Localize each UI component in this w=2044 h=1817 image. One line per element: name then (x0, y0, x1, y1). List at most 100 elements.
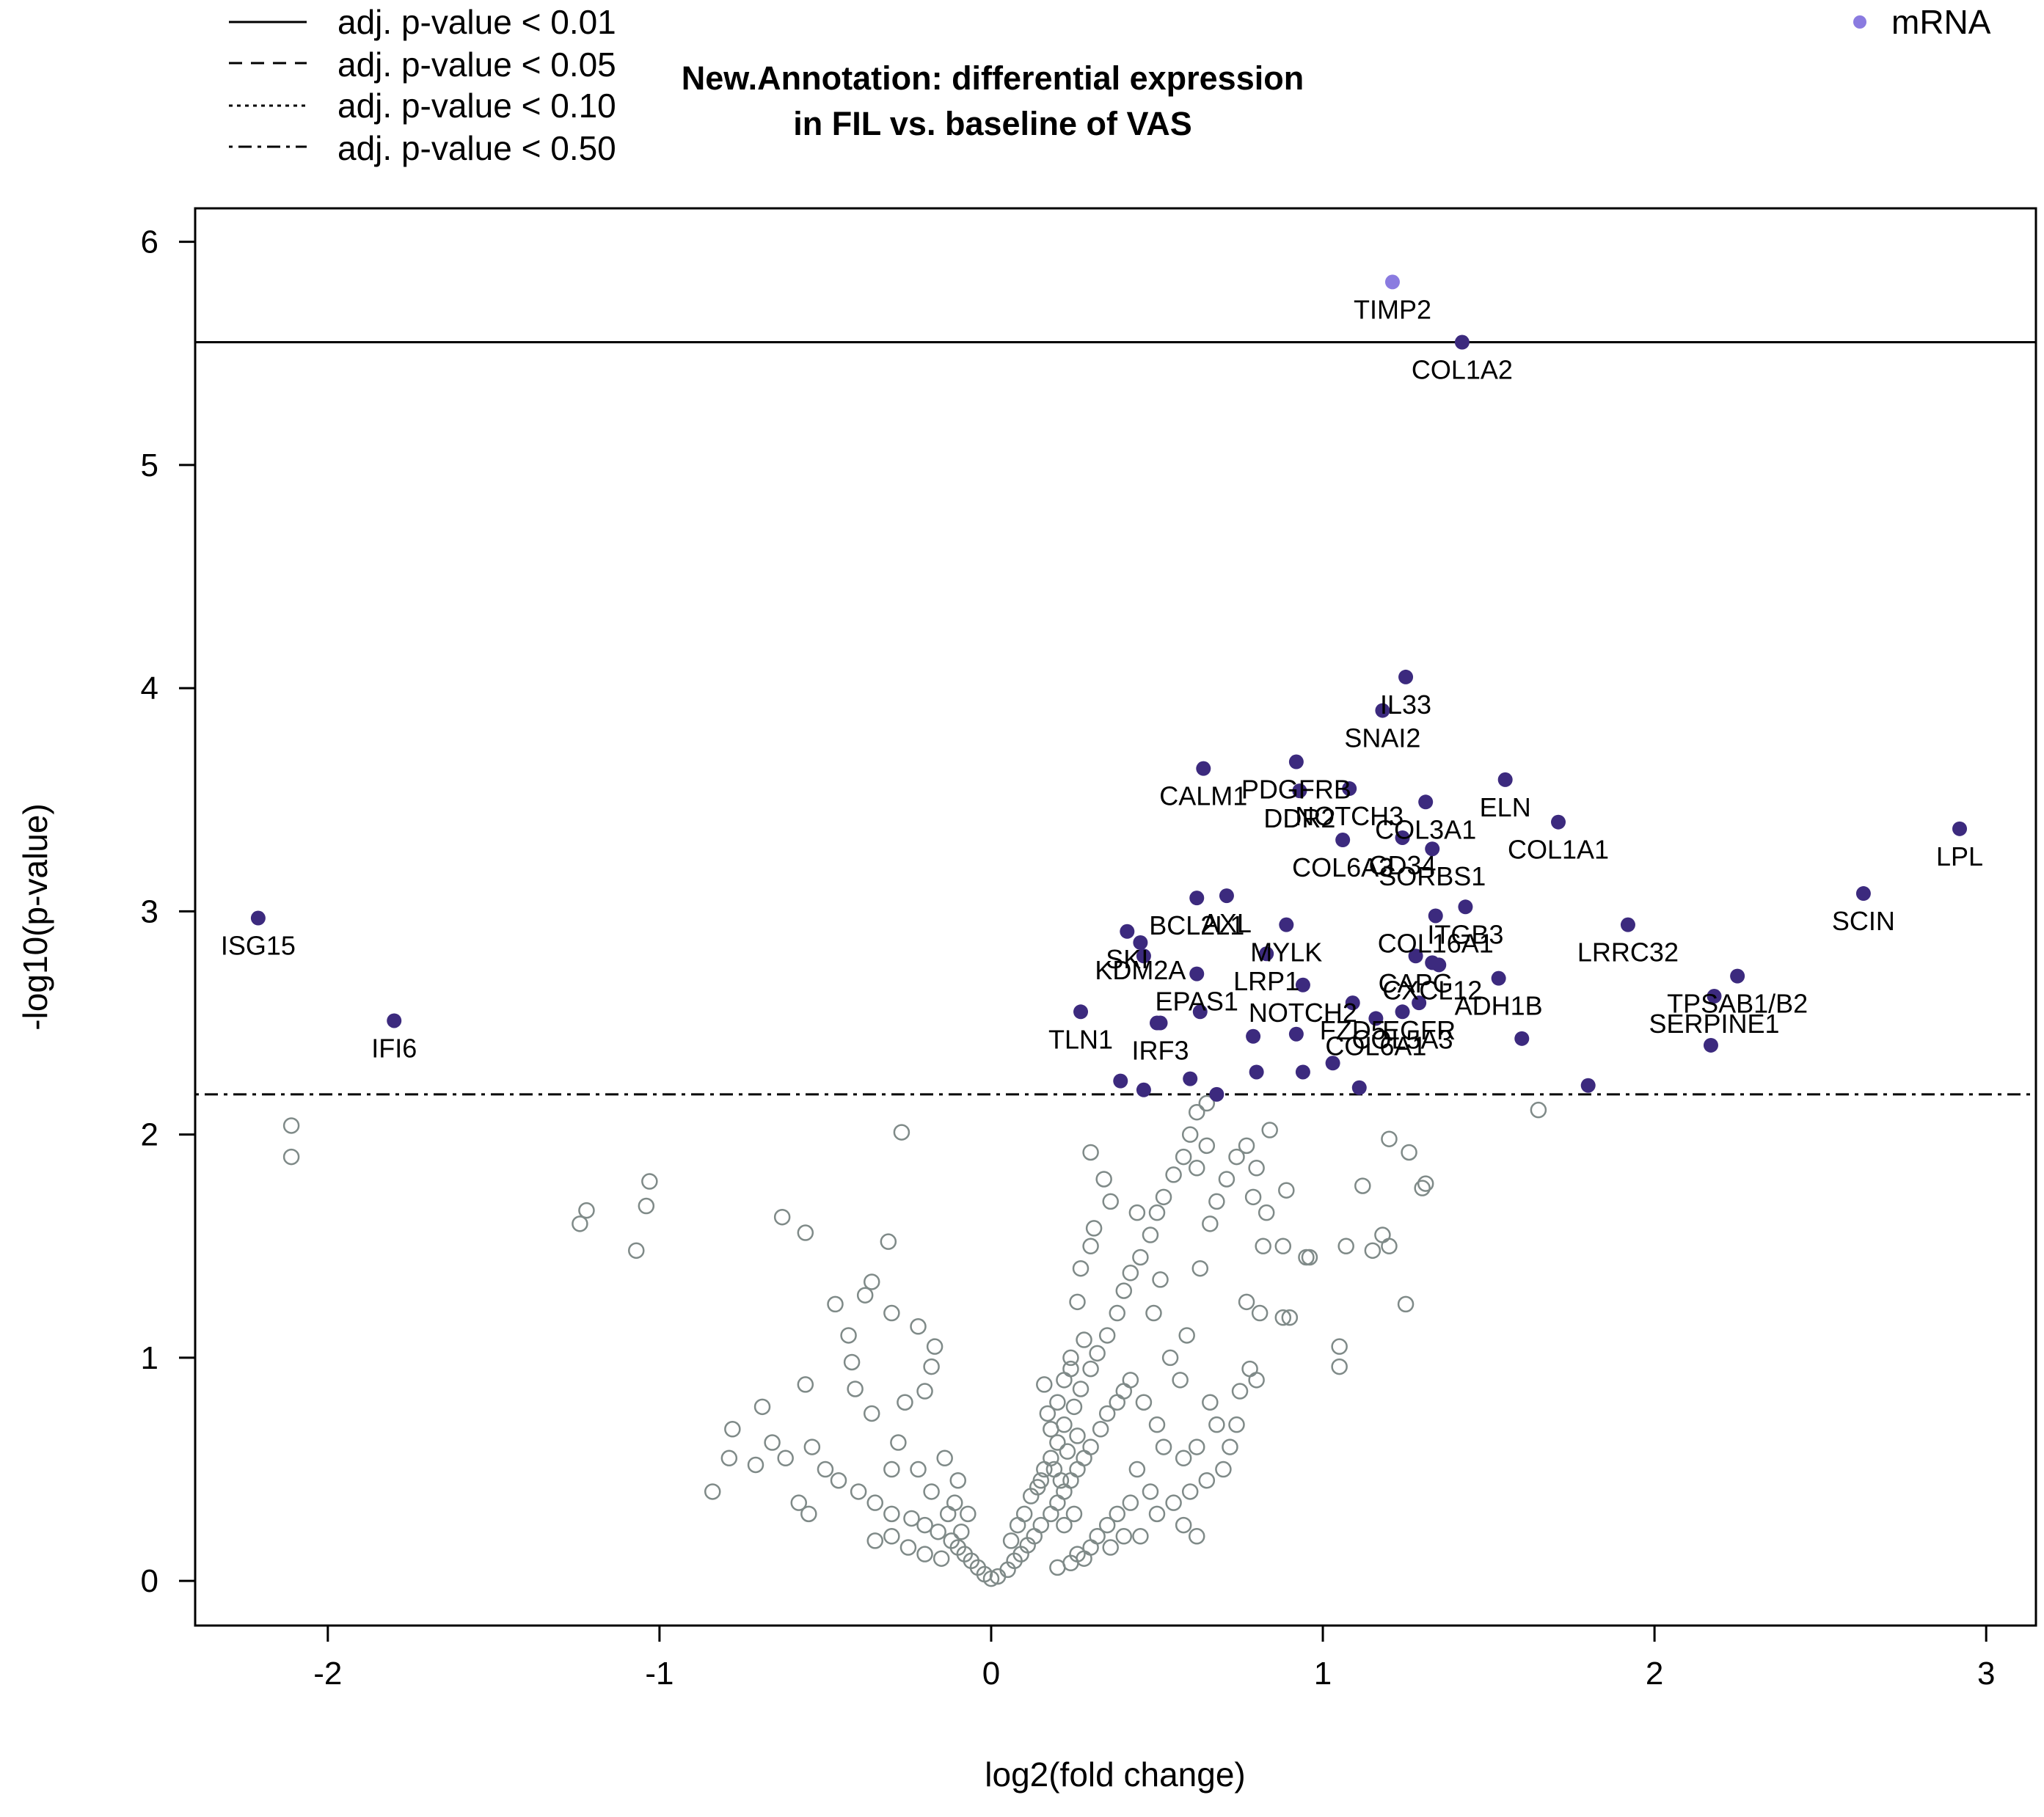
ns-point (1261, 1122, 1278, 1138)
ns-point (800, 1505, 817, 1523)
ns-point (1274, 1309, 1292, 1326)
ns-point (1148, 1416, 1166, 1433)
gene-point-capg (1408, 948, 1423, 964)
y-axis-label: -log10(p-value) (16, 803, 54, 1030)
ns-point (1109, 1505, 1126, 1523)
ns-point (863, 1405, 880, 1422)
gene-point-bcl2l1 (1189, 891, 1205, 906)
ns-point (720, 1449, 738, 1467)
ns-point (1331, 1358, 1348, 1375)
gene-label: COL1A1 (1508, 835, 1609, 865)
ns-point (897, 1394, 913, 1411)
ns-point (1128, 1204, 1146, 1221)
ns-point (1062, 1360, 1079, 1378)
gene-label: FZD5 (1320, 1015, 1386, 1045)
ns-point (1065, 1505, 1083, 1523)
ns-point (1036, 1460, 1053, 1478)
gene-label: TPSAB1/B2 (1667, 989, 1808, 1019)
ns-point (830, 1471, 847, 1489)
ns-point (1098, 1516, 1116, 1534)
legend-mrna-label: mRNA (1891, 3, 1991, 41)
gene-point-lrrc32 (1620, 917, 1635, 932)
ns-point (1009, 1516, 1026, 1534)
legend-label-005: adj. p-value < 0.05 (337, 45, 616, 84)
ns-point (1135, 1394, 1153, 1411)
ns-point (1043, 1421, 1059, 1438)
ns-point (803, 1438, 821, 1455)
gene-label: EPAS1 (1156, 987, 1238, 1017)
ns-point (946, 1494, 963, 1511)
ns-point (773, 1208, 791, 1226)
ns-point (903, 1510, 920, 1527)
ns-point (883, 1460, 900, 1478)
ns-point (866, 1494, 883, 1511)
ns-point (1218, 1171, 1235, 1188)
x-tick-label: 2 (1646, 1656, 1663, 1692)
ns-point (1076, 1550, 1092, 1567)
ns-point (840, 1327, 857, 1344)
ns-point (1132, 1248, 1149, 1266)
ns-point (1029, 1479, 1046, 1496)
ns-point (1255, 1237, 1271, 1255)
gene-point-notch3 (1342, 781, 1357, 797)
ns-point (953, 1523, 970, 1540)
ns-point (930, 1523, 946, 1540)
gene-label: DDR2 (1263, 803, 1335, 833)
gene-point-epas1 (1189, 966, 1205, 981)
gene-point-fzd5 (1345, 995, 1360, 1011)
y-tick-label: 5 (141, 447, 158, 483)
ns-point (790, 1494, 808, 1511)
ns-point (1175, 1148, 1192, 1166)
ns-point (1374, 1226, 1391, 1243)
ns-point (753, 1398, 771, 1416)
y-tick-label: 2 (141, 1117, 158, 1153)
x-tick-label: 1 (1314, 1656, 1332, 1692)
ns-point (282, 1117, 300, 1134)
ns-point (724, 1421, 741, 1438)
ns-point (1189, 1438, 1205, 1455)
gene-label: ADH1B (1455, 991, 1543, 1021)
gene-point-axl (1219, 888, 1234, 904)
gene-point-col16a1 (1428, 908, 1443, 924)
ns-point (747, 1456, 764, 1474)
ns-point (1109, 1394, 1126, 1411)
ns-point (893, 1124, 910, 1141)
sig-point (1183, 1071, 1198, 1086)
gene-label: SNAI2 (1344, 723, 1420, 753)
ns-point (1148, 1505, 1166, 1523)
gene-label: ELN (1480, 792, 1531, 822)
ns-point (1301, 1248, 1318, 1266)
ns-point (1248, 1160, 1265, 1177)
ns-point (1215, 1460, 1232, 1478)
ns-point (1102, 1193, 1119, 1210)
y-tick-label: 4 (141, 670, 158, 706)
y-tick-label: 1 (141, 1340, 158, 1376)
ns-point (1043, 1505, 1059, 1523)
gene-point-itgb3 (1458, 899, 1473, 915)
ns-point (1181, 1483, 1199, 1500)
ns-point (883, 1505, 900, 1523)
gene-point-col1a2 (1454, 334, 1470, 350)
ns-point (856, 1287, 874, 1304)
y-tick-label: 3 (141, 893, 158, 929)
ns-point (797, 1224, 814, 1241)
ns-point (1122, 1372, 1139, 1389)
ns-point (704, 1483, 721, 1500)
ns-point (1189, 1160, 1205, 1177)
gene-point-pdgfrb (1288, 754, 1304, 769)
ns-point (1115, 1282, 1133, 1299)
ns-point (1036, 1376, 1053, 1393)
ns-point (843, 1353, 861, 1371)
gene-label: LRP1 (1233, 966, 1299, 996)
gene-label: CAPG (1379, 968, 1453, 998)
ns-point (1181, 1126, 1199, 1143)
x-tick-label: -1 (645, 1656, 674, 1692)
ns-point (1085, 1220, 1103, 1237)
sig-point (1136, 948, 1151, 964)
gene-label: LPL (1936, 841, 1983, 871)
ns-point (1175, 1516, 1192, 1534)
ns-point (949, 1471, 967, 1489)
gene-label: AXL (1202, 908, 1252, 938)
gene-label: CD34 (1369, 850, 1437, 880)
